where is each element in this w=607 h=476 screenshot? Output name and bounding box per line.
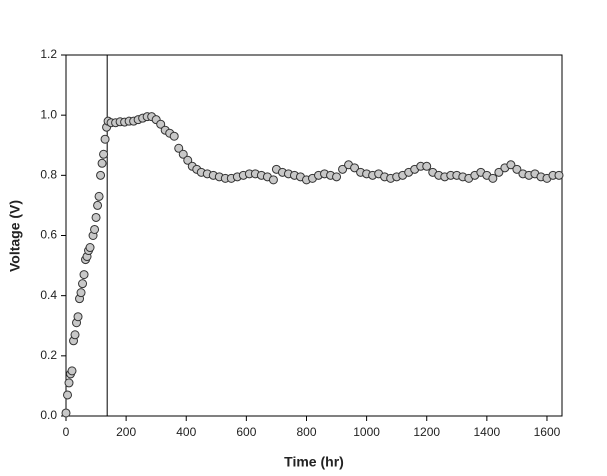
data-point [350, 163, 360, 173]
x-tick-label: 1000 [353, 425, 380, 439]
y-tick-label: 1.0 [40, 107, 57, 121]
data-point [268, 175, 278, 185]
data-point [512, 164, 522, 174]
data-point [174, 143, 184, 153]
y-tick-label: 0.0 [40, 408, 57, 422]
y-tick-label: 0.6 [40, 228, 57, 242]
data-point [494, 167, 504, 177]
x-tick-label: 600 [236, 425, 256, 439]
data-point [506, 160, 516, 170]
data-point [99, 149, 109, 159]
data-point [76, 288, 86, 298]
data-point [91, 212, 101, 222]
x-tick-label: 1600 [534, 425, 561, 439]
data-point [94, 191, 104, 201]
data-point [78, 279, 88, 289]
data-point [70, 330, 80, 340]
data-point [96, 170, 106, 180]
y-tick-label: 0.8 [40, 168, 57, 182]
data-point [73, 312, 83, 322]
data-point [156, 119, 166, 129]
plot-frame [65, 54, 563, 417]
x-tick-label: 1200 [413, 425, 440, 439]
data-point [79, 270, 89, 280]
data-point [67, 366, 77, 376]
x-tick-label: 400 [176, 425, 196, 439]
data-point [338, 164, 348, 174]
x-tick-label: 1400 [473, 425, 500, 439]
y-tick-label: 0.2 [40, 348, 57, 362]
data-point [90, 224, 100, 234]
y-tick-label: 1.2 [40, 47, 57, 61]
x-axis-title: Time (hr) [284, 454, 344, 470]
data-point [178, 149, 188, 159]
y-tick-label: 0.4 [40, 288, 57, 302]
data-point [422, 161, 432, 171]
data-point [97, 158, 107, 168]
data-point [85, 243, 95, 253]
x-tick-label: 0 [63, 425, 70, 439]
data-point [93, 200, 103, 210]
data-point [61, 408, 71, 418]
data-point [183, 155, 193, 165]
data-point [100, 134, 110, 144]
y-axis-title: Voltage (V) [7, 200, 23, 272]
data-point [488, 173, 498, 183]
x-tick-label: 800 [296, 425, 316, 439]
data-point [332, 172, 342, 182]
data-point [554, 170, 564, 180]
x-tick-label: 200 [116, 425, 136, 439]
data-point [64, 378, 74, 388]
data-point [169, 131, 179, 141]
data-point [63, 390, 73, 400]
